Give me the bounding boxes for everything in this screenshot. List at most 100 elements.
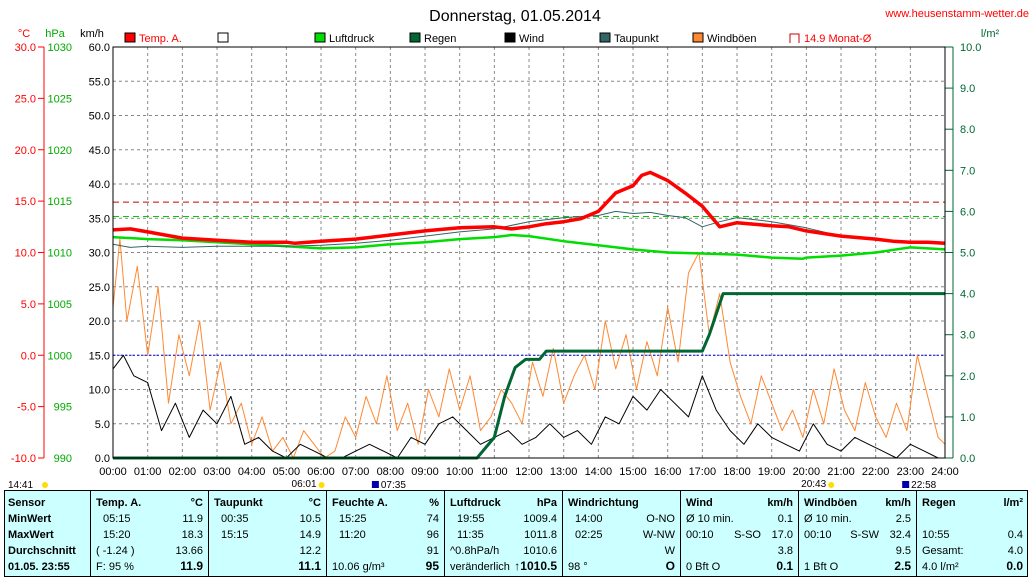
stats-cell: 11.9 [182, 513, 203, 525]
stats-cell: 0.1 [777, 513, 793, 525]
temp-tick-label: 5.0 [21, 299, 36, 311]
series-line-windb-en [112, 238, 946, 459]
pressure-tick-label: 1005 [48, 299, 72, 311]
legend-swatch [599, 32, 611, 43]
rain-tick-label: 2.0 [960, 371, 975, 383]
rain-axis-unit: l/m² [981, 28, 1000, 40]
temp-tick-label: -10.0 [11, 453, 36, 465]
stats-column-sensor: Sensor MinWert MaxWert Durchschnitt 01.05. 2… [5, 491, 91, 576]
stats-cell: W [664, 545, 675, 557]
temp-tick-label: 10.0 [15, 248, 36, 260]
plot-frame [112, 46, 946, 459]
legend-label: Temp. A. [139, 33, 182, 45]
x-tick-label: 04:00 [238, 466, 266, 478]
x-tick-label: 13:00 [550, 466, 578, 478]
stats-cell: MinWert [8, 513, 52, 525]
pressure-tick-label: 1010 [48, 248, 72, 260]
chart-axes: 00:00 01:00 02:00 03:00 04:00 05:00 06:00 07:00… [11, 42, 982, 478]
wind-tick-label: 45.0 [89, 145, 110, 157]
stats-cell: 10.06 g/m³ [332, 561, 385, 573]
stats-cell: Windböen [804, 497, 858, 509]
stats-cell: 95 [425, 559, 439, 573]
stats-cell: 0.1 [776, 559, 793, 573]
temp-axis-unit: °C [18, 28, 30, 40]
stats-cell: Temp. A. [96, 497, 142, 509]
stats-panel: Sensor MinWert MaxWert Durchschnitt 01.05. 2… [4, 490, 1028, 577]
series-line-luftdruck [112, 233, 946, 260]
x-tick-label: 05:00 [273, 466, 301, 478]
rain-tick-label: 7.0 [960, 165, 975, 177]
legend-swatch [504, 32, 516, 43]
legend-item: 14.9 Monat-Ø [789, 33, 872, 45]
stats-cell: 32.4 [889, 529, 911, 541]
legend-swatch [217, 32, 229, 43]
stats-cell: 2.5 [894, 559, 911, 573]
x-tick-label: 12:00 [515, 466, 543, 478]
rain-tick-label: 4.0 [960, 289, 975, 301]
stats-cell: MaxWert [8, 529, 54, 541]
stats-cell: hPa [536, 497, 557, 509]
chart-series [112, 170, 946, 460]
rain-tick-label: 5.0 [960, 248, 975, 260]
stats-cell: 13.66 [175, 545, 203, 557]
stats-cell: 11.1 [298, 559, 321, 573]
stats-cell: °C [190, 497, 203, 509]
stats-cell: 15:25 [339, 513, 367, 525]
wind-tick-label: 55.0 [89, 76, 110, 88]
stats-cell: 14:00 [575, 513, 603, 525]
stats-cell: % [429, 497, 439, 509]
legend-swatch [124, 32, 136, 43]
stats-cell: ^0.8hPa/h [450, 545, 500, 557]
stats-cell: 05:15 [103, 513, 131, 525]
stats-column-rain: Regen l/m² 10:55 Gesamt: 4.0 l/m² 0.4 4.0 0.0 [917, 491, 1029, 576]
wind-tick-label: 30.0 [89, 248, 110, 260]
wind-tick-label: 25.0 [89, 282, 110, 294]
x-tick-label: 06:00 [307, 466, 335, 478]
stats-cell: 2.5 [895, 513, 911, 525]
stats-cell: veränderlich [450, 561, 510, 573]
rain-tick-label: 1.0 [960, 412, 975, 424]
legend-label: 14.9 Monat-Ø [804, 33, 872, 45]
legend-swatch [314, 32, 326, 43]
x-tick-label: 15:00 [619, 466, 647, 478]
website-label: www.heusenstamm-wetter.de [884, 8, 1029, 20]
wind-tick-label: 35.0 [89, 213, 110, 225]
stats-cell: Windrichtung [568, 497, 639, 509]
pressure-tick-label: 990 [54, 453, 72, 465]
x-tick-label: 23:00 [897, 466, 925, 478]
stats-cell: 12.2 [299, 545, 321, 557]
stats-cell: 1010.6 [523, 545, 557, 557]
stats-cell: Luftdruck [450, 497, 501, 509]
stats-cell: 1011.8 [524, 529, 557, 541]
stats-cell: O [665, 559, 675, 573]
stats-cell: Ø 10 min. [804, 513, 852, 525]
stats-cell: km/h [885, 497, 911, 509]
chart-legend: Temp. A. Luftdruck Regen Wind Taupunkt Windbö… [124, 32, 872, 45]
x-tick-label: 09:00 [411, 466, 439, 478]
stats-cell: ( -1.24 ) [96, 545, 135, 557]
stats-cell: 0.0 [1006, 559, 1023, 573]
stats-cell: Gesamt: [922, 545, 964, 557]
rain-tick-label: 0.0 [960, 453, 975, 465]
legend-item: Luftdruck [314, 32, 375, 45]
stats-cell: 00:35 [221, 513, 249, 525]
legend-swatch [409, 32, 421, 43]
wind-tick-label: 0.0 [95, 453, 110, 465]
legend-swatch [692, 32, 704, 43]
x-tick-label: 16:00 [654, 466, 682, 478]
stats-cell: 11.9 [180, 559, 203, 573]
wind-tick-label: 50.0 [89, 111, 110, 123]
legend-item: Temp. A. [124, 32, 182, 45]
legend-item: Taupunkt [599, 32, 659, 45]
stats-cell: W-NW [642, 529, 675, 541]
wind-tick-label: 20.0 [89, 316, 110, 328]
stats-cell: 17.0 [771, 529, 793, 541]
x-tick-label: 01:00 [134, 466, 162, 478]
weather-chart: Donnerstag, 01.05.2014 www.heusenstamm-w… [8, 8, 1029, 490]
legend-label: Luftdruck [329, 33, 375, 45]
stats-cell: 19:55 [457, 513, 485, 525]
legend-item: Windböen [692, 32, 757, 45]
moonset-time: 22:58 [911, 480, 936, 490]
stats-cell: l/m² [1003, 497, 1023, 509]
sunset-icon [828, 482, 835, 488]
